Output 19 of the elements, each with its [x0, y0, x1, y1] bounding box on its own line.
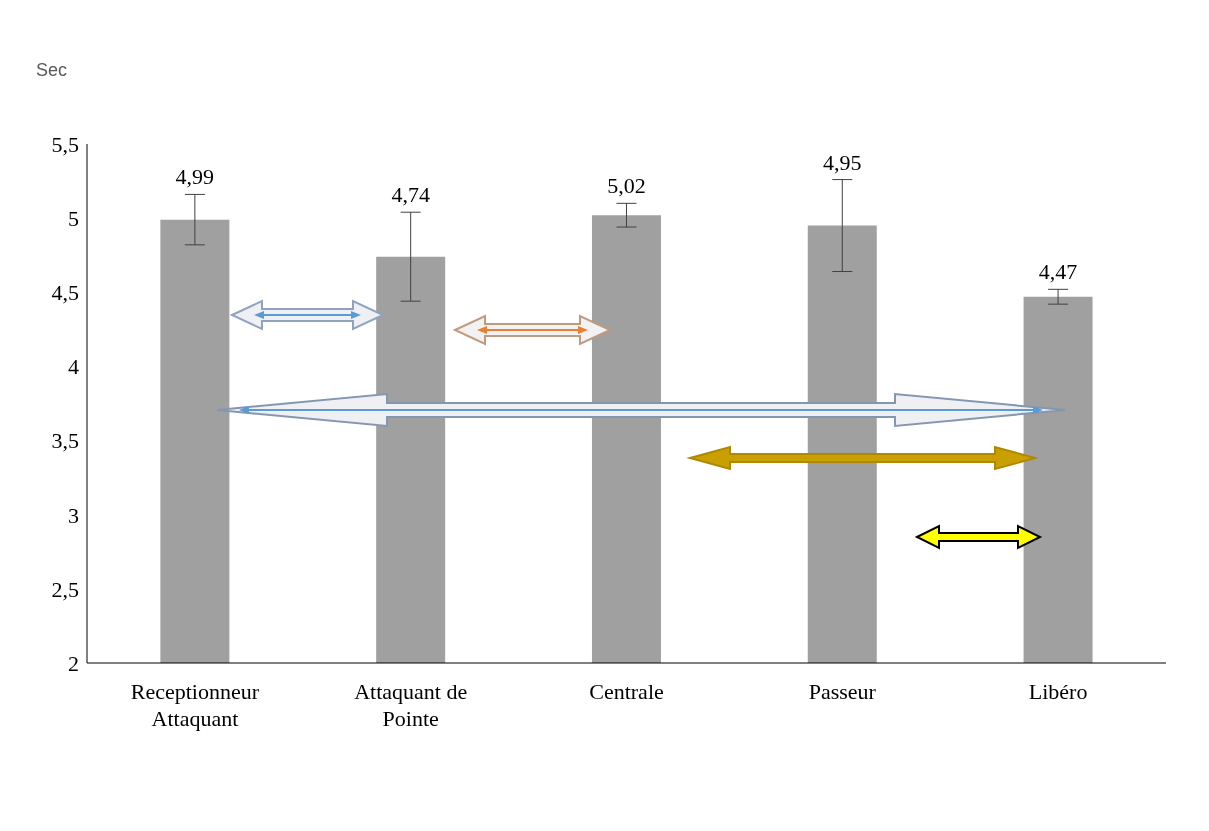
x-tick-label: Passeur — [808, 679, 877, 704]
y-tick-label: 5 — [68, 205, 79, 231]
x-tick-label: Libéro — [1028, 679, 1088, 704]
y-axis-title: Sec — [36, 60, 68, 81]
data-label: 4,95 — [823, 149, 862, 175]
y-tick-label: 5,5 — [51, 131, 79, 157]
y-tick-label: 4,5 — [51, 280, 79, 306]
y-tick-label: 2 — [68, 650, 79, 676]
x-tick-label: Centrale — [589, 679, 664, 704]
x-tick-label: Receptionneur Attaquant — [130, 679, 260, 731]
y-tick-label: 3 — [68, 502, 79, 528]
data-label: 5,02 — [607, 173, 646, 199]
data-label: 4,99 — [175, 164, 215, 190]
y-tick-label: 2,5 — [51, 576, 79, 602]
data-label: 4,74 — [391, 182, 430, 208]
x-tick-label: Attaquant de Pointe — [354, 679, 468, 731]
y-tick-label: 4 — [68, 354, 79, 380]
data-label: 4,47 — [1038, 259, 1078, 285]
y-tick-label: 3,5 — [51, 428, 79, 454]
